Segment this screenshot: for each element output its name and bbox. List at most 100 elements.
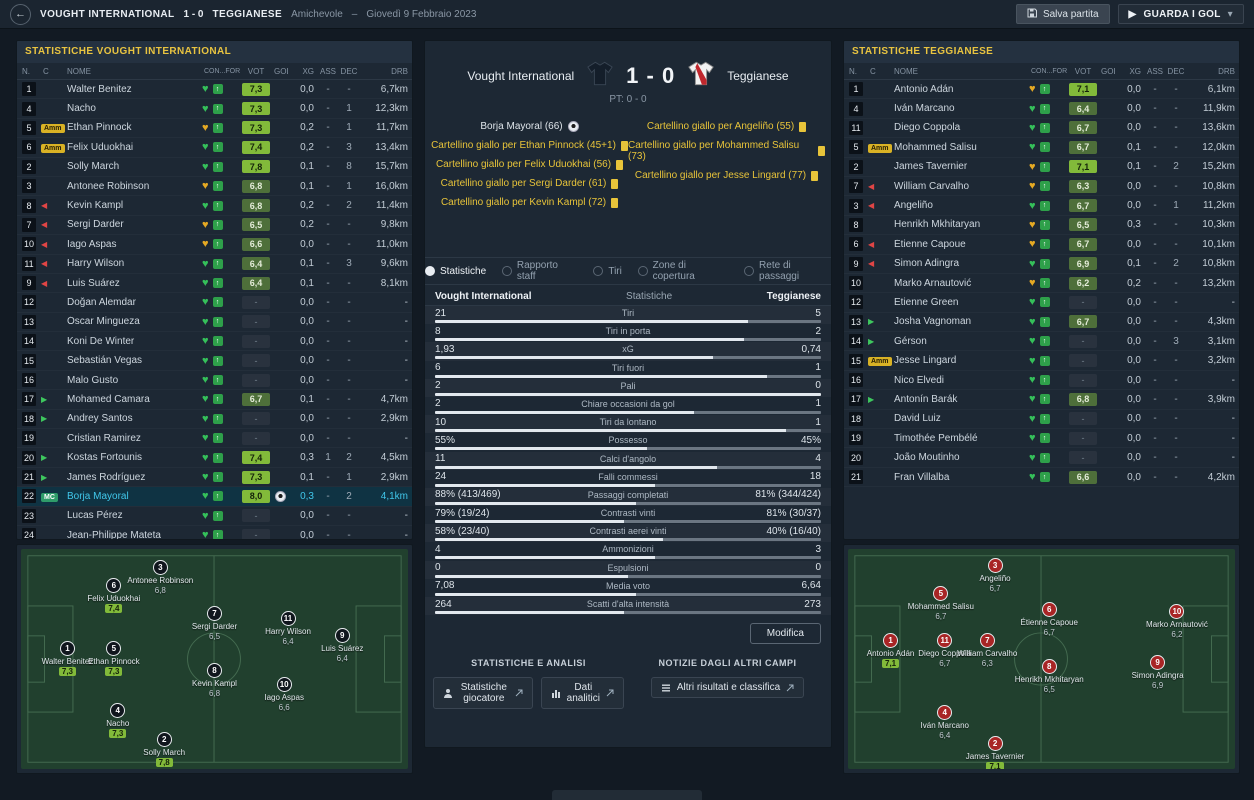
player-row[interactable]: 22 MC Borja Mayoral ♥ ↑ 8,0 0,3-2 4,1km — [17, 487, 412, 507]
pitch-player[interactable]: 5 Mohammed Salisu 6,7 — [898, 586, 984, 621]
results-button[interactable]: Altri risultati e classifica — [650, 677, 805, 699]
player-row[interactable]: 20 João Moutinho ♥ ↑ -0,0- - - — [844, 448, 1239, 468]
shirt-number: 12 — [22, 295, 36, 310]
pitch-player[interactable]: 2 James Tavernier 7,1 — [952, 736, 1038, 769]
stat-row: 88% (413/469) Passaggi completati 81% (344… — [425, 488, 831, 506]
player-row[interactable]: 8 Henrikh Mkhitaryan ♥ ↑ 6,5 0,3- -10,3km — [844, 216, 1239, 236]
player-row[interactable]: 3 Antonee Robinson ♥ ↑ 6,8 0,1-1 16,0km — [17, 177, 412, 197]
column-header: DRB — [1218, 66, 1235, 76]
player-row[interactable]: 6 Amm Felix Uduokhai ♥ ↑ 7,4 0,2-3 13,4km — [17, 138, 412, 158]
player-row[interactable]: 15 Amm Jesse Lingard ♥ ↑ -0,0- -3,2km — [844, 351, 1239, 371]
player-row[interactable]: 7 ◀ Sergi Darder ♥ ↑ 6,5 0,2- -9,8km — [17, 216, 412, 236]
booked-badge: Amm — [41, 143, 65, 153]
save-match-button[interactable]: Salva partita — [1015, 4, 1110, 24]
player-row[interactable]: 10 Marko Arnautović ♥ ↑ 6,2 0,2- -13,2km — [844, 274, 1239, 294]
player-row[interactable]: 9 ◀ Luis Suárez ♥ ↑ 6,4 0,1- -8,1km — [17, 274, 412, 294]
tab-zone-di-copertura[interactable]: Zone di copertura — [637, 260, 728, 282]
player-row[interactable]: 2 Solly March ♥ ↑ 7,8 0,1-8 15,7km — [17, 158, 412, 177]
pitch-player[interactable]: 4 Nacho 7,3 — [75, 703, 161, 738]
topbar-score: 1 - 0 — [183, 8, 204, 20]
pitch-player[interactable]: 6 Felix Uduokhai 7,4 — [71, 577, 157, 613]
modify-button[interactable]: Modifica — [749, 623, 821, 645]
back-button[interactable]: ← — [10, 3, 31, 25]
shirt-number: 16 — [849, 373, 863, 388]
tab-tiri[interactable]: Tiri — [593, 266, 622, 277]
pitch-player[interactable]: 3 Angeliño 6,7 — [952, 557, 1038, 593]
player-row[interactable]: 17 ▶ Antonín Barák ♥ ↑ 6,8 0,0- -3,9km — [844, 390, 1239, 410]
player-row[interactable]: 24 Jean-Philippe Mateta ♥ ↑ -0,0- - - — [17, 526, 412, 539]
pitch-player[interactable]: 9 Luis Suárez 6,4 — [299, 628, 385, 663]
pitch-player[interactable]: 8 Henrikh Mkhitaryan 6,5 — [1006, 659, 1092, 694]
player-row[interactable]: 11 Diego Coppola ♥ ↑ 6,7 0,0- -13,6km — [844, 119, 1239, 139]
pitch-player[interactable]: 6 Étienne Capoue 6,7 — [1006, 601, 1092, 637]
player-row[interactable]: 19 Cristian Ramirez ♥ ↑ -0,0- - - — [17, 429, 412, 449]
sub-out-icon: ◀ — [868, 181, 875, 191]
player-row[interactable]: 9 ◀ Simon Adingra ♥ ↑ 6,9 0,1-2 10,8km — [844, 255, 1239, 274]
player-stats-button[interactable]: Statistiche giocatore — [433, 677, 533, 710]
section: NOTIZIE DAGLI ALTRI CAMPI Altri risultati… — [632, 658, 823, 709]
player-row[interactable]: 10 ◀ Iago Aspas ♥ ↑ 6,6 0,0- -11,0km — [17, 235, 412, 255]
player-row[interactable]: 16 Nico Elvedi ♥ ↑ -0,0- - - — [844, 371, 1239, 391]
pitch-player[interactable]: 2 Solly March 7,8 — [121, 731, 207, 767]
player-row[interactable]: 5 Amm Mohammed Salisu ♥ ↑ 6,7 0,1- -12,0km — [844, 138, 1239, 158]
player-row[interactable]: 18 ▶ Andrey Santos ♥ ↑ -0,0- -2,9km — [17, 410, 412, 430]
watch-goals-button[interactable]: ▶ GUARDA I GOL ▾ — [1117, 4, 1244, 24]
shirt-number: 2 — [22, 159, 36, 174]
player-row[interactable]: 12 Etienne Green ♥ ↑ -0,0- - - — [844, 293, 1239, 313]
player-row[interactable]: 15 Sebastián Vegas ♥ ↑ -0,0- - - — [17, 351, 412, 371]
player-row[interactable]: 6 ◀ Étienne Capoue ♥ ↑ 6,7 0,0- -10,1km — [844, 235, 1239, 255]
pitch-player[interactable]: 7 Sergi Darder 6,5 — [172, 606, 258, 641]
player-row[interactable]: 17 ▶ Mohamed Camara ♥ ↑ 6,7 0,1- -4,7km — [17, 390, 412, 410]
player-row[interactable]: 7 ◀ William Carvalho ♥ ↑ 6,3 0,0- -10,8km — [844, 177, 1239, 197]
analytics-button[interactable]: Dati analitici — [540, 677, 624, 710]
player-row[interactable]: 13 ▶ Josha Vagnoman ♥ ↑ 6,7 0,0- -4,3km — [844, 313, 1239, 333]
pitch-player[interactable]: 7 William Carvalho 6,3 — [944, 632, 1030, 668]
player-row[interactable]: 5 Amm Ethan Pinnock ♥ ↑ 7,3 0,2-1 11,7km — [17, 119, 412, 139]
pitch-player[interactable]: 11 Diego Coppola 6,7 — [902, 632, 988, 668]
player-row[interactable]: 11 ◀ Harry Wilson ♥ ↑ 6,4 0,1-3 9,6km — [17, 255, 412, 274]
pitch-player[interactable]: 9 Simon Adingra 6,9 — [1115, 654, 1201, 690]
column-header: VOT — [247, 66, 265, 76]
pitch-player[interactable]: 1 Walter Benitez 7,3 — [24, 641, 110, 677]
stat-label: Espulsioni — [607, 562, 649, 573]
stat-label: Possesso — [608, 435, 648, 446]
player-row[interactable]: 21 ▶ James Rodríguez ♥ ↑ 7,3 0,1-1 2,9km — [17, 468, 412, 488]
tab-rapporto-staff[interactable]: Rapporto staff — [502, 260, 577, 282]
player-row[interactable]: 4 Iván Marcano ♥ ↑ 6,4 0,0- -11,9km — [844, 99, 1239, 119]
pitch-player[interactable]: 11 Harry Wilson 6,4 — [245, 610, 331, 646]
shirt-number: 19 — [849, 431, 863, 446]
shirt-number: 14 — [22, 334, 36, 349]
pitch-player[interactable]: 8 Kevin Kampl 6,8 — [172, 663, 258, 698]
tab-rete-di-passaggi[interactable]: Rete di passaggi — [744, 260, 831, 282]
player-row[interactable]: 2 James Tavernier ♥ ↑ 7,1 0,1-2 15,2km — [844, 158, 1239, 177]
pitch-player[interactable]: 3 Antonee Robinson 6,8 — [117, 560, 203, 595]
tab-label: Rapporto staff — [516, 260, 558, 282]
pitch-player[interactable]: 4 Iván Marcano 6,4 — [902, 705, 988, 740]
player-row[interactable]: 1 Antonio Adán ♥ ↑ 7,1 0,0- -6,1km — [844, 80, 1239, 100]
tab-statistiche[interactable]: Statistiche — [425, 266, 486, 277]
player-row[interactable]: 19 Timothée Pembélé ♥ ↑ -0,0- - - — [844, 429, 1239, 449]
pitch-player[interactable]: 5 Ethan Pinnock 7,3 — [71, 641, 157, 677]
match-event: Cartellino giallo per Sergi Darder (61) — [441, 178, 619, 189]
condition-heart-icon: ♥ — [1029, 316, 1036, 327]
player-row[interactable]: 20 ▶ Kostas Fortounis ♥ ↑ 7,4 0,3 1 2 4,5km — [17, 448, 412, 468]
player-row[interactable]: 1 Walter Benitez ♥ ↑ 7,3 0,0- -6,7km — [17, 80, 412, 100]
player-row[interactable]: 14 Koni De Winter ♥ ↑ -0,0- - - — [17, 332, 412, 352]
player-row[interactable]: 12 Doğan Alemdar ♥ ↑ -0,0- - - — [17, 293, 412, 313]
external-link-icon — [786, 684, 794, 692]
player-row[interactable]: 3 ◀ Angeliño ♥ ↑ 6,7 0,0-1 11,2km — [844, 196, 1239, 216]
pitch-player[interactable]: 10 Iago Aspas 6,6 — [241, 676, 327, 712]
player-row[interactable]: 16 Malo Gusto ♥ ↑ -0,0- - - — [17, 371, 412, 391]
sub-out-icon: ◀ — [868, 259, 875, 269]
player-row[interactable]: 14 ▶ Gérson ♥ ↑ -0,0-3 3,1km — [844, 332, 1239, 352]
player-row[interactable]: 13 Óscar Mingueza ♥ ↑ -0,0- - - — [17, 313, 412, 333]
player-row[interactable]: 8 ◀ Kevin Kampl ♥ ↑ 6,8 0,2-2 11,4km — [17, 196, 412, 216]
pitch-player[interactable]: 10 Marko Arnautović 6,2 — [1134, 604, 1220, 639]
condition-heart-icon: ♥ — [202, 316, 209, 327]
player-row[interactable]: 4 Nacho ♥ ↑ 7,3 0,0-1 12,3km — [17, 99, 412, 119]
player-rating: 6,5 — [208, 632, 221, 642]
pitch-player[interactable]: 1 Antonio Adán 7,1 — [848, 632, 934, 668]
player-row[interactable]: 18 David Luiz ♥ ↑ -0,0- - - — [844, 410, 1239, 430]
player-row[interactable]: 21 Fran Villalba ♥ ↑ 6,6 0,0- -4,2km — [844, 468, 1239, 488]
player-row[interactable]: 23 Lucas Pérez ♥ ↑ -0,0- - - — [17, 507, 412, 526]
